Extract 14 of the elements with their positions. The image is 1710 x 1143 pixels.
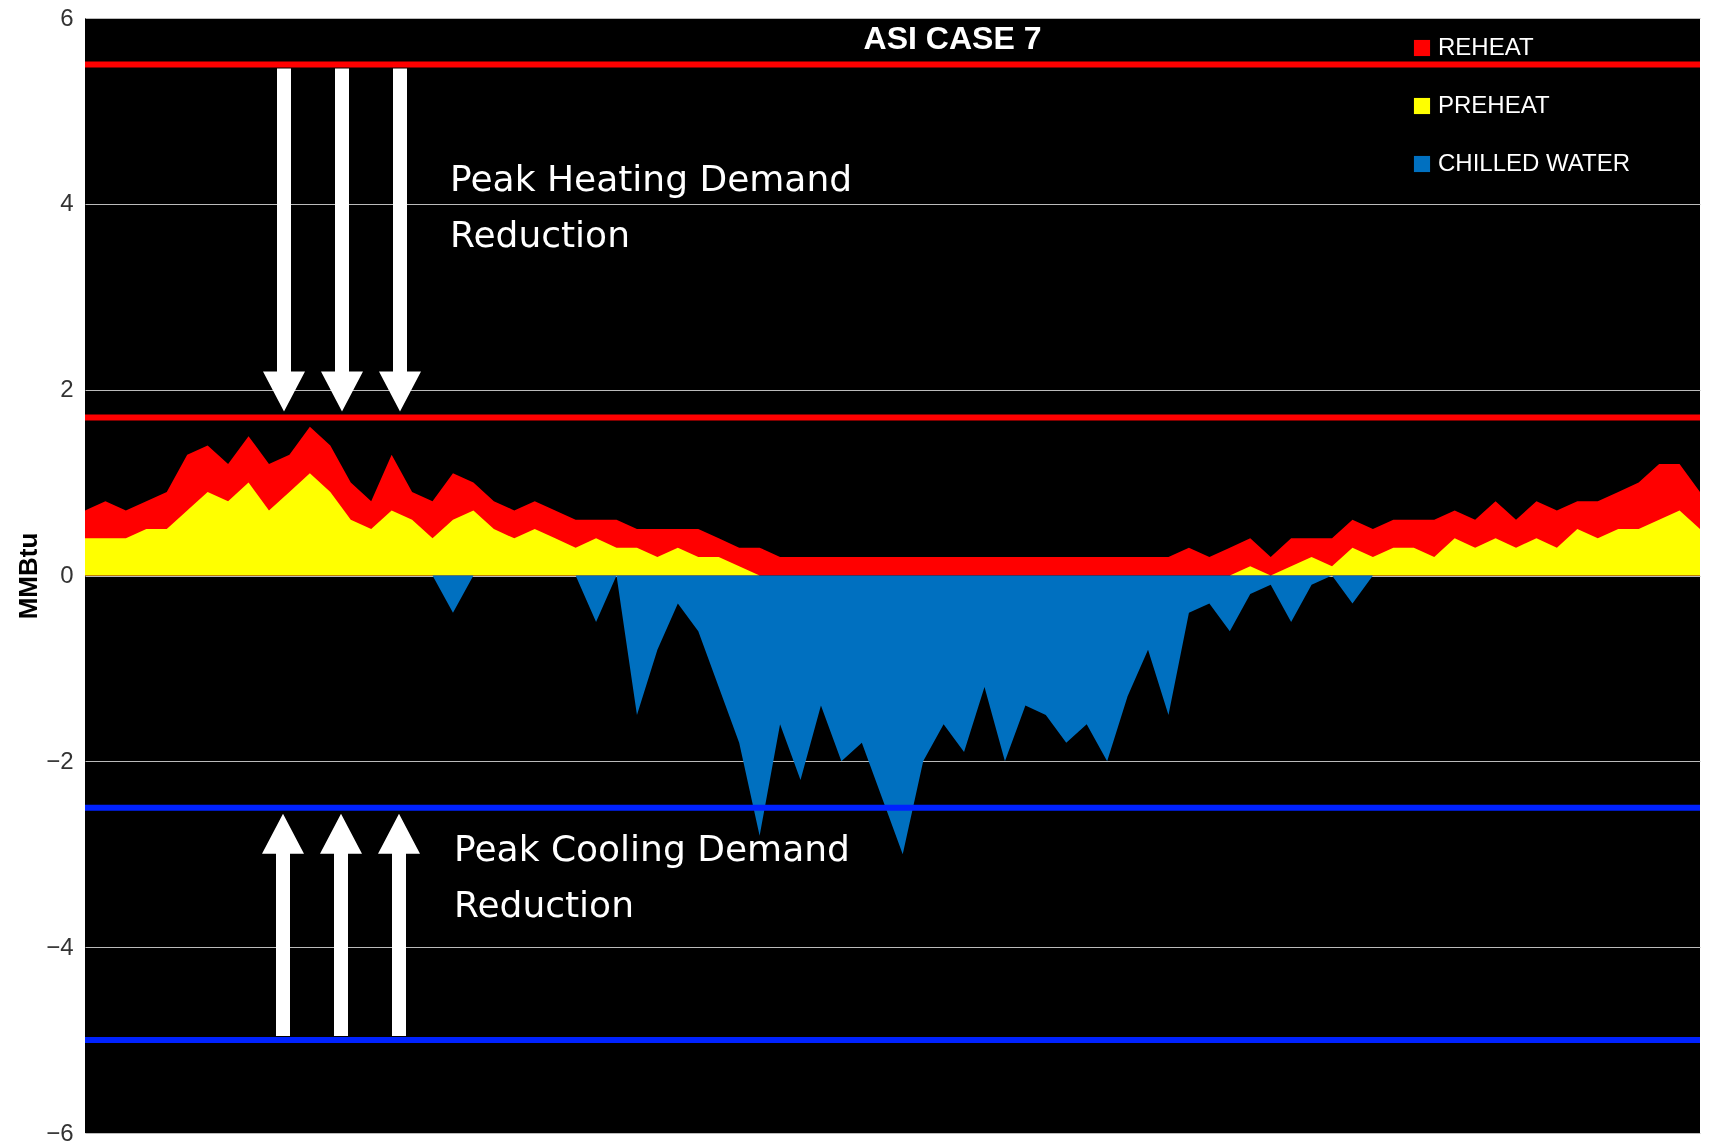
y-tick-label: −4 <box>46 932 74 960</box>
y-tick-label: 4 <box>60 189 74 217</box>
legend-label: CHILLED WATER <box>1438 149 1631 176</box>
annotation: Peak Heating Demand Reduction <box>450 158 853 255</box>
y-tick-label: −6 <box>46 1118 74 1143</box>
legend-label: REHEAT <box>1438 33 1534 60</box>
y-tick-label: −2 <box>46 746 74 774</box>
y-axis-title: MMBtu <box>13 532 44 620</box>
y-tick-label: 6 <box>60 3 74 31</box>
y-tick-label: 2 <box>60 375 74 403</box>
annotation: Peak Cooling Demand Reduction <box>454 828 850 925</box>
legend-label: PREHEAT <box>1438 91 1550 118</box>
chart-title: ASI CASE 7 <box>863 20 1042 56</box>
y-tick-label: 0 <box>60 561 74 588</box>
